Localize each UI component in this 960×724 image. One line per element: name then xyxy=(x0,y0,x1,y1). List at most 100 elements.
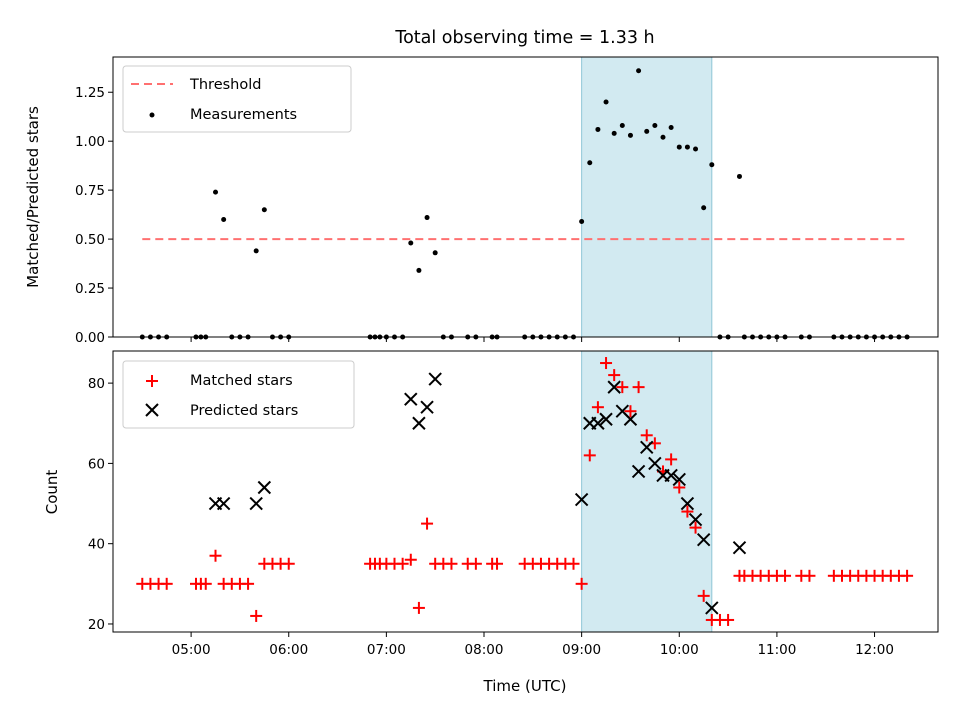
matched-stars-point xyxy=(575,577,588,590)
bottom-x-tick-label: 08:00 xyxy=(465,642,504,658)
matched-stars-point xyxy=(722,613,735,626)
top-y-axis-label: Matched/Predicted stars xyxy=(24,106,42,288)
predicted-stars-point xyxy=(599,412,613,426)
measurement-point xyxy=(221,217,227,223)
predicted-stars-point xyxy=(623,412,638,426)
bottom-ticks-layer: 20 40 60 80 05:00 06:00 07:00 08:00 09:00 10:00 11… xyxy=(88,376,894,658)
predicted-stars-point xyxy=(688,512,703,527)
measurement-point xyxy=(701,205,707,211)
predicted-stars-point xyxy=(732,540,747,555)
measurement-point xyxy=(644,128,650,134)
measurement-point xyxy=(432,250,438,256)
bottom-legend-box xyxy=(122,360,355,429)
top-legend: Threshold Measurements xyxy=(122,65,352,133)
bottom-x-tick-label: 12:00 xyxy=(855,642,894,658)
measurement-point xyxy=(709,162,715,168)
bottom-y-tick-label: 40 xyxy=(88,537,105,553)
measurement-point xyxy=(416,267,422,273)
matched-stars-point xyxy=(445,557,458,570)
measurement-point xyxy=(693,146,699,152)
top-legend-box xyxy=(122,65,352,133)
matched-stars-point xyxy=(583,449,596,462)
predicted-stars-point xyxy=(257,480,272,495)
matched-stars-point xyxy=(421,517,434,530)
bottom-y-tick-label: 60 xyxy=(88,456,105,472)
bottom-x-tick-label: 07:00 xyxy=(367,642,406,658)
measurement-point xyxy=(660,134,666,140)
bottom-x-tick-label: 05:00 xyxy=(172,642,211,658)
matched-stars-point xyxy=(632,381,645,394)
legend-measurements-label: Measurements xyxy=(190,107,297,123)
predicted-stars-point xyxy=(591,416,605,430)
predicted-stars-point xyxy=(249,496,263,511)
bottom-x-tick-label: 09:00 xyxy=(562,642,601,658)
measurement-point xyxy=(684,144,690,150)
measurement-point xyxy=(676,144,682,150)
bottom-x-axis-label: Time (UTC) xyxy=(483,677,567,695)
matched-stars-point xyxy=(665,453,678,466)
predicted-stars-point xyxy=(672,472,686,487)
legend-matched-label: Matched stars xyxy=(190,373,293,389)
top-plot-frame xyxy=(112,56,939,338)
matched-stars-point xyxy=(209,549,222,562)
top-y-tick-label: 0.00 xyxy=(75,330,105,346)
bottom-points-layer xyxy=(136,357,914,626)
measurement-point xyxy=(652,123,658,129)
measurement-point xyxy=(619,123,625,129)
predicted-stars-point xyxy=(696,532,711,547)
matched-stars-point xyxy=(624,405,637,418)
bottom-legend: Matched stars Predicted stars xyxy=(122,360,355,429)
measurement-point xyxy=(424,215,430,221)
matched-stars-point xyxy=(608,369,621,382)
matched-stars-point xyxy=(199,577,212,590)
matched-stars-point xyxy=(160,577,173,590)
matched-stars-point xyxy=(250,609,263,622)
bottom-y-axis-label: Count xyxy=(43,470,61,515)
predicted-stars-point xyxy=(640,440,654,455)
top-ticks-layer: 0.00 0.25 0.50 0.75 1.00 1.25 xyxy=(75,85,876,346)
top-y-tick-label: 1.00 xyxy=(75,134,105,150)
legend-matched-swatch xyxy=(146,375,158,387)
predicted-stars-point xyxy=(664,468,678,483)
matched-stars-point xyxy=(616,381,629,394)
predicted-stars-point xyxy=(631,464,646,479)
matched-stars-point xyxy=(491,557,504,570)
matched-stars-point xyxy=(689,521,702,534)
bottom-band-layer xyxy=(581,350,713,633)
matched-stars-point xyxy=(469,557,482,570)
predicted-stars-point xyxy=(648,456,662,471)
matched-stars-point xyxy=(681,505,694,518)
measurement-point xyxy=(595,126,601,132)
top-band-layer xyxy=(581,56,713,338)
matched-stars-point xyxy=(779,569,792,582)
measurement-point xyxy=(261,207,267,213)
measurement-point xyxy=(668,124,674,130)
measurement-point xyxy=(627,132,633,138)
matched-stars-point xyxy=(901,569,914,582)
legend-predicted-swatch xyxy=(145,403,159,417)
bottom-x-tick-label: 11:00 xyxy=(757,642,796,658)
top-y-tick-label: 0.75 xyxy=(75,183,105,199)
predicted-stars-point xyxy=(680,496,695,511)
top-panel: 0.00 0.25 0.50 0.75 1.00 1.25 Total observing… xyxy=(24,28,939,346)
highlight-band xyxy=(581,56,713,338)
predicted-stars-point xyxy=(428,372,442,386)
bottom-y-tick-label: 80 xyxy=(88,376,105,392)
predicted-stars-point xyxy=(216,496,231,511)
legend-threshold-label: Threshold xyxy=(189,77,261,93)
bottom-y-tick-label: 20 xyxy=(88,617,105,633)
top-y-tick-label: 0.50 xyxy=(75,232,105,248)
matched-stars-point xyxy=(404,553,417,566)
highlight-band xyxy=(581,350,713,633)
predicted-stars-point xyxy=(574,492,589,507)
bottom-panel: 20 40 60 80 05:00 06:00 07:00 08:00 09:00 10:00 11… xyxy=(43,350,939,695)
matched-stars-point xyxy=(673,481,686,494)
predicted-stars-point xyxy=(420,400,434,414)
legend-predicted-label: Predicted stars xyxy=(190,403,298,419)
measurement-point xyxy=(603,99,609,105)
matched-stars-point xyxy=(396,557,409,570)
matched-stars-point xyxy=(567,557,580,570)
matched-stars-point xyxy=(803,569,816,582)
top-y-tick-label: 1.25 xyxy=(75,85,105,101)
